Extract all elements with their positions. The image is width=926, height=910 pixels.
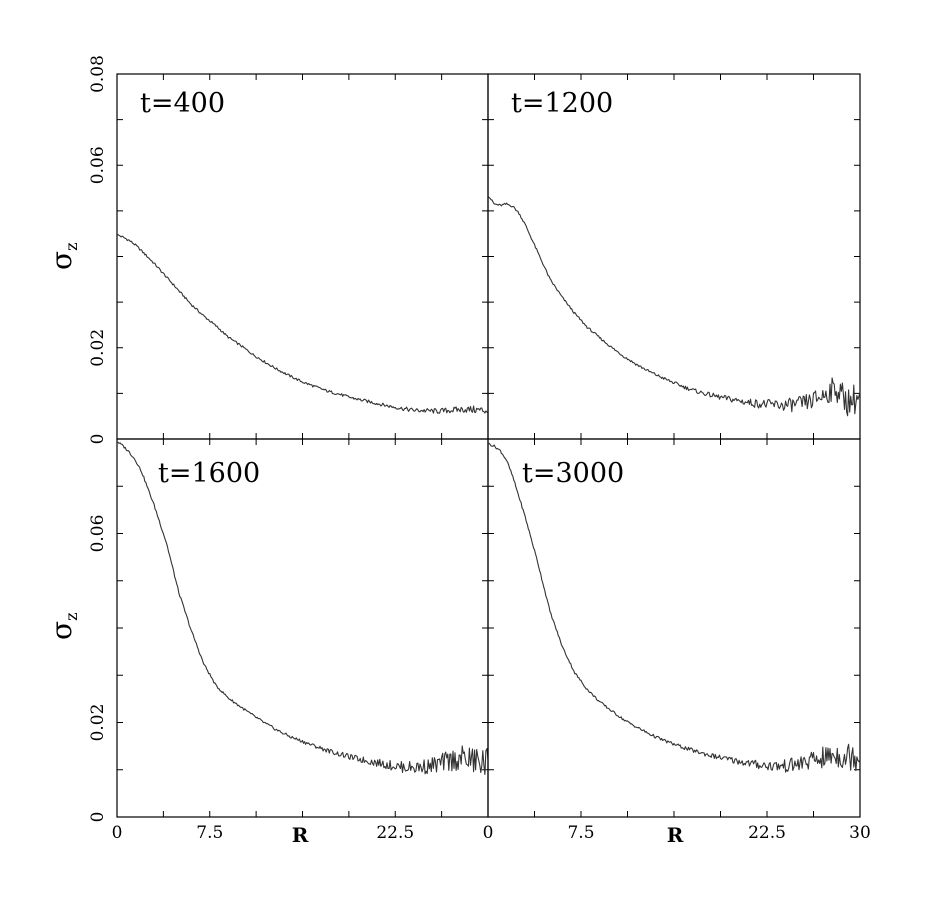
y-axis-label: σz [45,612,81,640]
x-tick-label: 7.5 [567,823,594,843]
panel-label: t=1200 [511,88,613,119]
y-tick-label: 0.06 [88,146,108,184]
plot-frame [487,438,861,818]
x-axis-label: R [292,823,309,847]
panel-top-right: t=1200 [487,73,861,440]
y-axis-label: σz [45,242,81,270]
x-tick-label: 0 [483,823,494,843]
y-tick-label: 0 [88,434,108,445]
panel-top-left: t=400 0 0.02 0.06 0.08 σz [45,55,489,445]
x-tick-label: 7.5 [196,823,223,843]
plot-frame [116,73,489,440]
y-tick-label: 0.02 [88,704,108,742]
panel-bottom-left: t=1600 0 0.02 0.06 0 7.5 22.5 σz R [45,438,489,847]
x-tick-label: 0 [112,823,123,843]
plot-frame [487,73,861,440]
y-tick-label: 0.08 [88,55,108,93]
y-tick-label: 0.02 [88,329,108,367]
y-tick-label: 0.06 [88,515,108,553]
y-tick-label: 0 [88,812,108,823]
x-axis-label: R [667,823,684,847]
sigma-z-series-line [116,441,489,776]
x-tick-label: 22.5 [748,823,786,843]
panel-label: t=3000 [522,458,624,489]
x-tick-label: 22.5 [376,823,414,843]
sigma-z-series-line [116,233,489,414]
sigma-z-series-line [487,195,861,417]
panel-label: t=400 [140,88,225,119]
sigma-z-series-line [487,442,861,773]
x-tick-label: 30 [849,823,871,843]
panel-label: t=1600 [158,458,260,489]
panel-bottom-right: t=3000 0 7.5 22.5 30 R [483,438,871,847]
